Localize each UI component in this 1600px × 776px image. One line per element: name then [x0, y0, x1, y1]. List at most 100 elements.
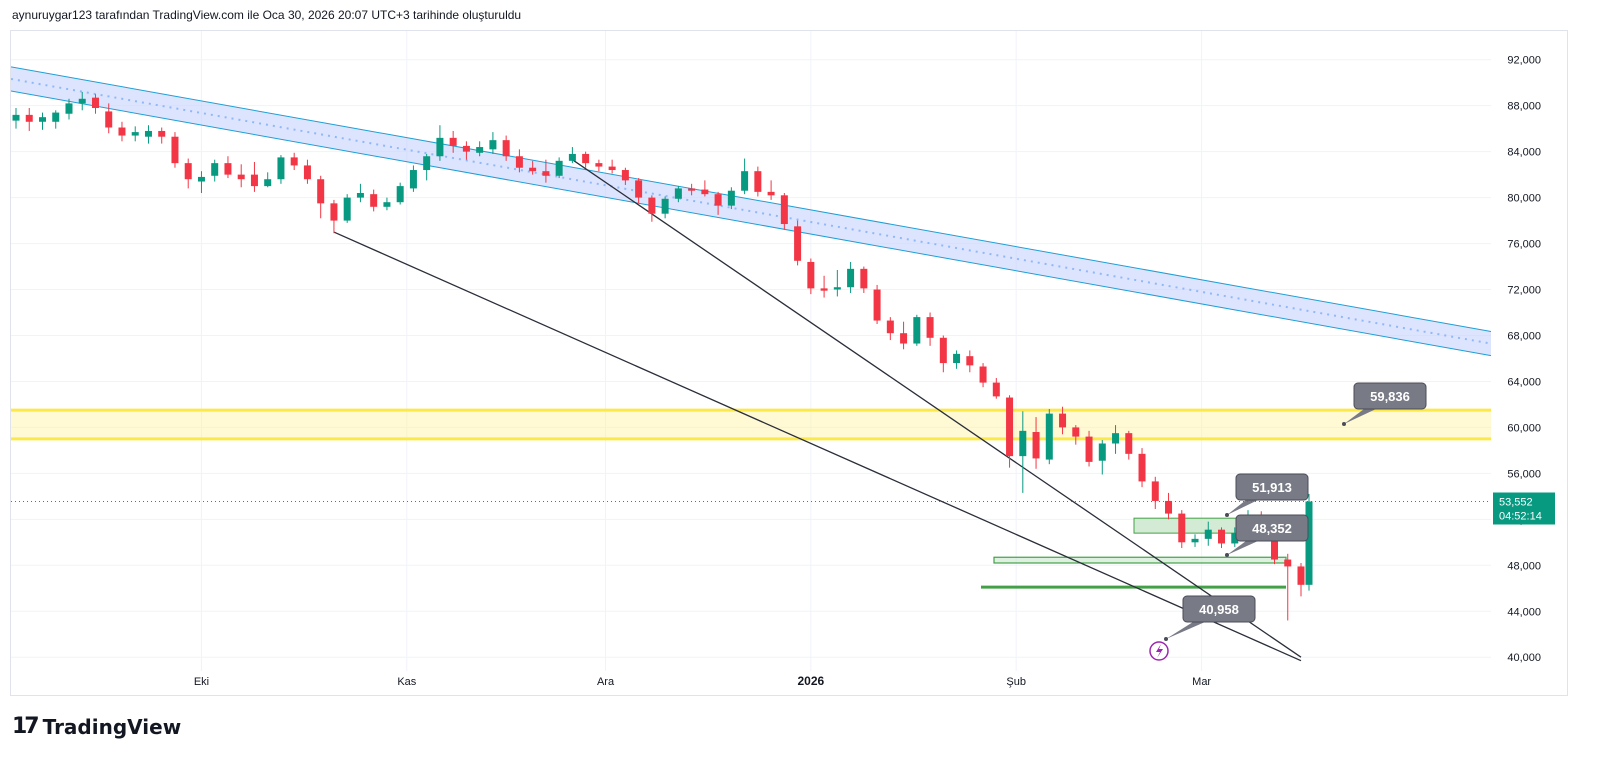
y-tick-label: 56,000	[1507, 468, 1541, 480]
callout-anchor	[1342, 422, 1346, 426]
candle-body	[144, 130, 152, 137]
callout-label: 48,352	[1252, 521, 1292, 536]
candle-body	[1072, 427, 1080, 437]
candle-body	[1218, 529, 1226, 544]
y-tick-label: 72,000	[1507, 285, 1541, 297]
candle-body	[688, 188, 696, 191]
candle-body	[754, 171, 762, 192]
candle-body	[966, 356, 974, 366]
candle-body	[648, 197, 656, 214]
candle-body	[158, 130, 166, 137]
candle-body	[1059, 413, 1067, 428]
candle-body	[25, 114, 33, 122]
candle-body	[661, 198, 669, 214]
candle-body	[1191, 538, 1199, 543]
current-price-label: 53,552	[1499, 496, 1533, 508]
candle-body	[78, 98, 86, 104]
y-tick-label: 64,000	[1507, 376, 1541, 388]
candle-body	[1305, 501, 1313, 585]
candle-body	[1297, 566, 1305, 585]
wedge-trend-line	[333, 231, 1302, 662]
chart-frame: 59,836 51,913 48,352 40,958 40,000 44,000 48,…	[10, 30, 1568, 696]
candle-body	[330, 203, 338, 221]
candle-body	[886, 320, 894, 334]
current-price-tag	[1493, 492, 1555, 525]
candle-body	[939, 337, 947, 364]
candle-body	[608, 166, 616, 171]
candle-body	[780, 195, 788, 225]
callout-pointer	[1227, 541, 1258, 555]
candle-body	[741, 171, 749, 191]
candle-body	[807, 261, 815, 289]
callout-anchor	[1164, 637, 1168, 641]
chart-attribution: aynuruygar123 tarafından TradingView.com…	[12, 8, 522, 22]
candle-body	[65, 103, 73, 114]
candle-body	[635, 180, 643, 198]
candle-body	[370, 194, 378, 207]
candle-body	[794, 226, 802, 261]
candle-body	[1125, 433, 1133, 454]
x-tick-label: Ara	[597, 676, 615, 688]
candle-body	[1204, 529, 1212, 539]
callout-pointer	[1344, 409, 1376, 424]
x-tick-label: Kas	[397, 676, 416, 688]
channel-upper-line	[11, 66, 1492, 333]
candle-body	[290, 157, 298, 166]
y-tick-label: 76,000	[1507, 239, 1541, 251]
callout-pointer	[1227, 500, 1258, 515]
channel-lower-line	[11, 90, 1492, 357]
y-tick-label: 68,000	[1507, 330, 1541, 342]
candle-body	[1032, 432, 1040, 459]
candle-body	[502, 140, 510, 157]
callout-box	[1235, 473, 1309, 501]
candle-body	[555, 160, 563, 176]
lightning-icon	[1156, 644, 1163, 658]
candle-body	[476, 147, 484, 153]
axes: 40,00044,00048,00052,00056,00060,00064,0…	[11, 55, 1555, 688]
callout-box	[1353, 382, 1427, 410]
candle-body	[1271, 531, 1279, 560]
candle-body	[1019, 430, 1027, 457]
candle-body	[529, 167, 537, 172]
candle-body	[171, 136, 179, 164]
callout-anchor	[1225, 553, 1229, 557]
logo-text: TradingView	[42, 714, 182, 739]
candle-body	[714, 194, 722, 206]
y-tick-label: 80,000	[1507, 193, 1541, 205]
candle-body	[462, 145, 470, 152]
candle-body	[197, 176, 205, 182]
candle-body	[423, 156, 431, 171]
tradingview-logo[interactable]: 17 TradingView	[12, 714, 181, 739]
candle-body	[91, 97, 99, 108]
grid	[11, 31, 1491, 671]
candle-body	[582, 153, 590, 164]
candle-body	[1006, 397, 1014, 457]
x-tick-label: Mar	[1192, 676, 1211, 688]
candle-body	[224, 163, 232, 175]
candle-body	[12, 114, 20, 121]
candle-body	[356, 193, 364, 198]
candle-body	[953, 353, 961, 364]
y-tick-label: 48,000	[1507, 560, 1541, 572]
candle-body	[1178, 513, 1186, 543]
candle-body	[118, 127, 126, 136]
candle-body	[317, 179, 325, 204]
callout-label: 59,836	[1370, 389, 1410, 404]
callout-box	[1235, 514, 1309, 542]
candle-body	[701, 189, 709, 195]
candle-body	[913, 317, 921, 344]
x-tick-label: Şub	[1006, 676, 1026, 688]
y-tick-label: 60,000	[1507, 422, 1541, 434]
callout-label: 40,958	[1199, 602, 1239, 617]
candle-body	[383, 202, 391, 207]
callout-box	[1182, 595, 1256, 623]
countdown-label: 04:52:14	[1499, 510, 1542, 522]
y-tick-label: 88,000	[1507, 101, 1541, 113]
candle-body	[449, 137, 457, 146]
candle-body	[992, 382, 1000, 397]
candle-body	[847, 268, 855, 288]
candle-body	[727, 190, 735, 206]
price-chart[interactable]: 59,836 51,913 48,352 40,958 40,000 44,000 48,…	[11, 31, 1567, 695]
candle-body	[52, 112, 60, 122]
channel	[11, 66, 1492, 357]
